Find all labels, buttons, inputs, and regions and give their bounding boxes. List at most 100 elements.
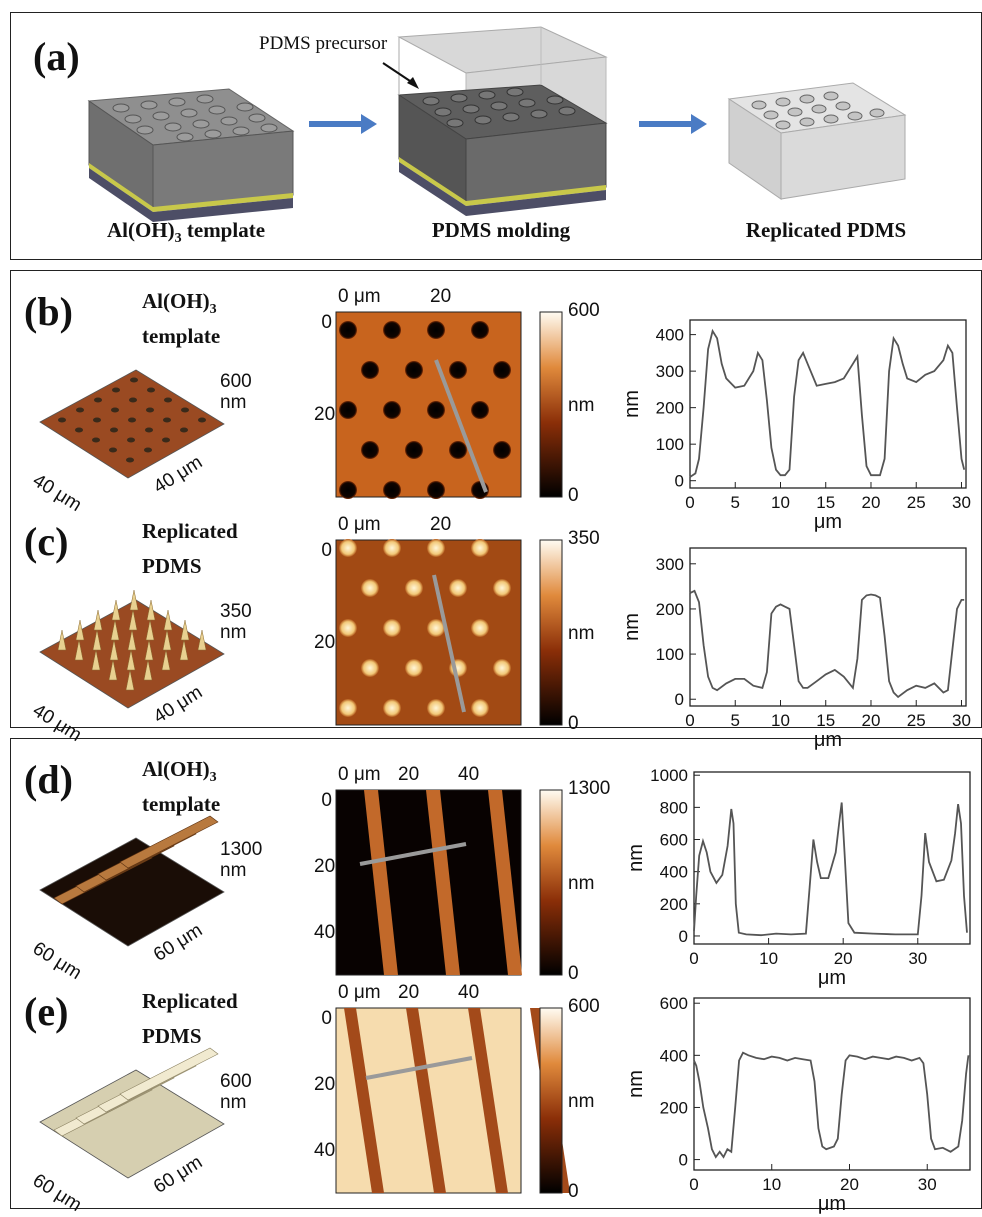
panel-label-a: (a) — [33, 34, 80, 79]
y-tick-label: 400 — [660, 863, 688, 882]
z-scale-unit: nm — [220, 622, 247, 643]
caption-molding: PDMS molding — [431, 218, 571, 242]
y-tick-label: 200 — [660, 895, 688, 914]
y-tick-label: 200 — [656, 600, 684, 619]
y-tick-label: 0 — [679, 927, 688, 946]
x-tick-label: 5 — [731, 493, 740, 512]
molding-block — [382, 26, 608, 216]
scale-max-label: 600 — [568, 996, 600, 1017]
afm-x-tick: 20 — [430, 286, 452, 307]
y-axis-label: nm — [621, 390, 643, 418]
afm-3d-render — [39, 815, 225, 947]
z-scale-label: 1300 — [220, 839, 263, 860]
x-tick-label: 25 — [907, 711, 926, 730]
y-tick-label: 300 — [656, 555, 684, 574]
scale-max-label: 600 — [568, 300, 600, 321]
afm-y-tick: 20 — [314, 404, 336, 425]
afm-x-tick: 20 — [398, 982, 420, 1003]
afm-2d-map — [335, 789, 522, 976]
afm-y-tick: 20 — [314, 632, 336, 653]
afm-y-tick: 20 — [314, 856, 336, 877]
color-scale-bar — [539, 311, 563, 498]
z-scale-label: 600 — [220, 371, 252, 392]
afm-y-tick: 0 — [321, 312, 332, 333]
material-label: Al(OH)3 template — [142, 757, 221, 817]
scale-max-label: 350 — [568, 528, 600, 549]
scale-unit-label: nm — [568, 622, 595, 644]
y-tick-label: 400 — [656, 326, 684, 345]
afm-3d-render — [39, 1047, 225, 1179]
afm-x-tick: 0 μm — [338, 982, 381, 1003]
x-tick-label: 20 — [840, 1175, 859, 1194]
afm-y-tick: 40 — [314, 1140, 336, 1161]
z-scale-unit: nm — [220, 1092, 247, 1113]
y-tick-label: 200 — [660, 1098, 688, 1117]
scale-unit-label: nm — [568, 1090, 595, 1112]
afm-y-tick: 0 — [321, 1008, 332, 1029]
x-axis-label: μm — [814, 511, 842, 533]
afm-2d-map — [335, 311, 522, 499]
plot-frame — [689, 319, 967, 489]
x-axis-label: μm — [814, 729, 842, 751]
y-tick-label: 200 — [656, 399, 684, 418]
scale-min-label: 0 — [568, 1181, 579, 1202]
material-label: Al(OH)3 template — [142, 289, 221, 349]
afm-2d-map — [335, 1007, 570, 1194]
x-axis-label: μm — [818, 967, 846, 989]
y-tick-label: 400 — [660, 1046, 688, 1065]
x-tick-label: 30 — [918, 1175, 937, 1194]
panel-label-e: (e) — [24, 989, 69, 1034]
y-axis-label: nm — [621, 613, 643, 641]
profile-line-d — [693, 802, 968, 937]
y-tick-label: 600 — [660, 831, 688, 850]
scale-unit-label: nm — [568, 394, 595, 416]
y-tick-label: 300 — [656, 362, 684, 381]
x-tick-label: 30 — [908, 949, 927, 968]
y-tick-label: 100 — [656, 435, 684, 454]
afm-x-tick: 40 — [458, 982, 480, 1003]
process-arrow — [309, 114, 377, 134]
afm-x-tick: 40 — [458, 764, 480, 785]
afm-y-tick: 0 — [321, 790, 332, 811]
plot-frame — [689, 547, 967, 707]
afm-y-tick: 40 — [314, 922, 336, 943]
y-tick-label: 600 — [660, 994, 688, 1013]
panel-label-c: (c) — [24, 519, 69, 564]
scale-max-label: 1300 — [568, 778, 611, 799]
z-scale-label: 350 — [220, 601, 252, 622]
profile-chart-d: 0 10 20 30 0 200 400 600 800 1000 μm nm — [625, 766, 971, 989]
color-scale-bar — [539, 539, 563, 726]
process-arrow — [639, 114, 707, 134]
profile-line-e — [693, 1051, 970, 1159]
scale-min-label: 0 — [568, 713, 579, 734]
x-axis-label: μm — [818, 1193, 846, 1215]
x-tick-label: 0 — [689, 949, 698, 968]
x-tick-label: 10 — [762, 1175, 781, 1194]
material-label: Replicated PDMS — [142, 519, 238, 579]
color-scale-bar — [539, 1007, 563, 1194]
afm-x-tick: 0 μm — [338, 764, 381, 785]
afm-3d-render — [39, 589, 225, 709]
replicated-block — [727, 82, 907, 200]
template-block — [87, 88, 295, 222]
y-axis-label: nm — [625, 1070, 647, 1098]
scale-min-label: 0 — [568, 485, 579, 506]
y-tick-label: 800 — [660, 798, 688, 817]
afm-y-tick: 20 — [314, 1074, 336, 1095]
x-tick-label: 30 — [952, 711, 971, 730]
afm-x-tick: 0 μm — [338, 514, 381, 535]
x-tick-label: 5 — [731, 711, 740, 730]
x-tick-label: 10 — [771, 493, 790, 512]
caption-template: Al(OH)3 template — [106, 218, 266, 247]
x-tick-label: 30 — [952, 493, 971, 512]
x-tick-label: 25 — [907, 493, 926, 512]
x-tick-label: 20 — [834, 949, 853, 968]
x-tick-label: 0 — [685, 711, 694, 730]
z-scale-unit: nm — [220, 392, 247, 413]
profile-line-b — [689, 328, 966, 478]
panel-label-d: (d) — [24, 757, 73, 802]
z-scale-label: 600 — [220, 1071, 252, 1092]
afm-3d-render — [39, 369, 225, 479]
x-tick-label: 10 — [759, 949, 778, 968]
